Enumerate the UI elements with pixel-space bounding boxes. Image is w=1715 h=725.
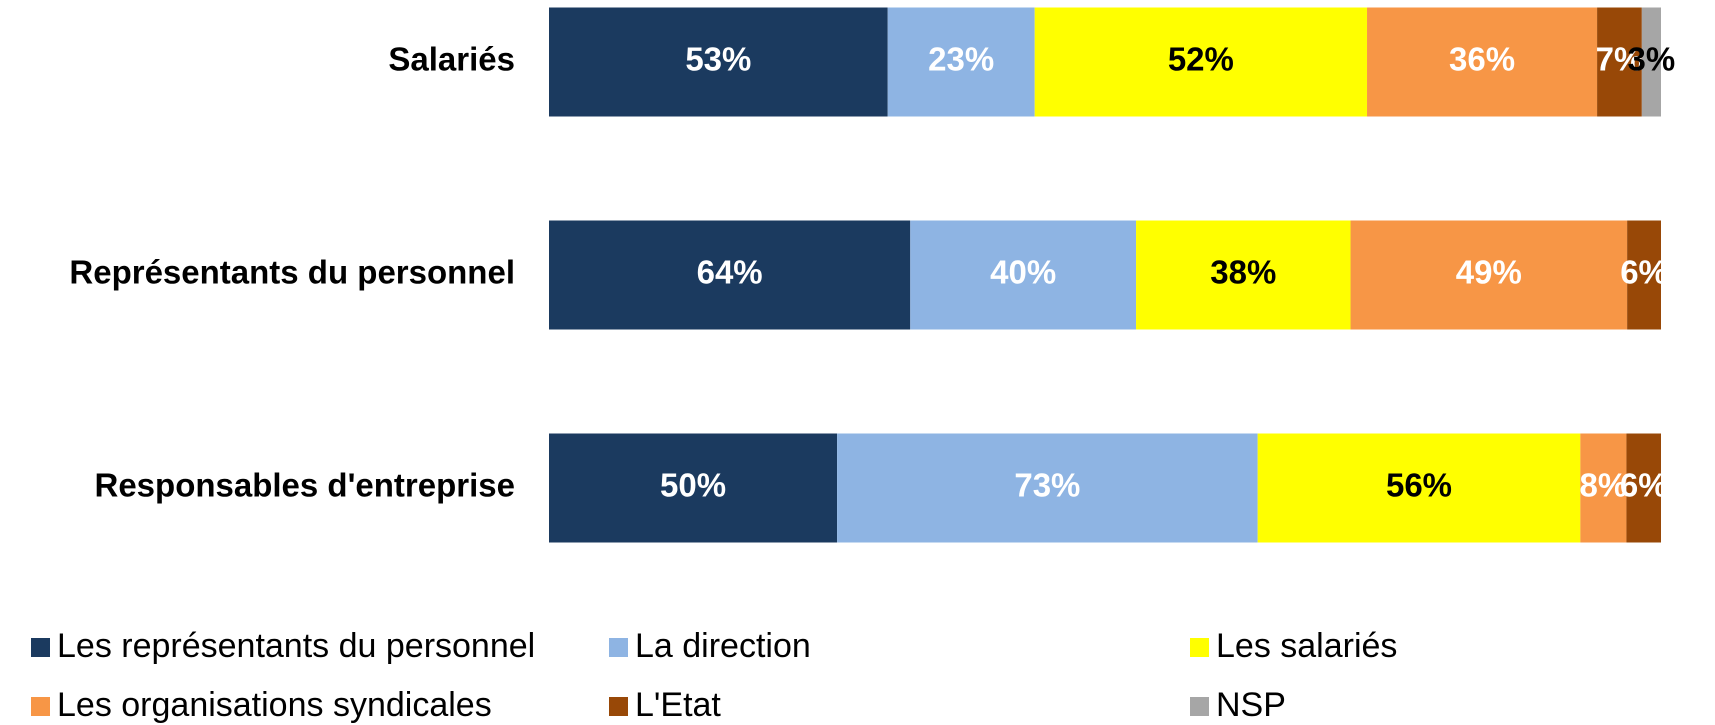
legend-label: Les salariés — [1216, 627, 1397, 665]
bar-segment — [1350, 220, 1628, 330]
legend-label: Les représentants du personnel — [57, 627, 535, 665]
bar-segment — [1257, 433, 1581, 543]
legend-swatch — [1190, 638, 1209, 657]
value-label: 50% — [660, 467, 726, 504]
legend-label: NSP — [1216, 686, 1286, 724]
legend-swatch — [609, 638, 628, 657]
value-label: 52% — [1168, 41, 1234, 78]
bar-segment — [1136, 220, 1351, 330]
value-label: 23% — [928, 41, 994, 78]
value-label: 3% — [1628, 41, 1676, 78]
value-label: 56% — [1386, 467, 1452, 504]
value-label: 6% — [1620, 467, 1668, 504]
value-label: 38% — [1210, 254, 1276, 291]
bar-segment — [1367, 7, 1598, 117]
bar-segment — [549, 220, 911, 330]
category-label: Salariés — [388, 41, 515, 78]
category-label: Responsables d'entreprise — [95, 467, 516, 504]
category-label: Représentants du personnel — [69, 254, 515, 291]
bar-segment — [549, 433, 838, 543]
legend-label: L'Etat — [635, 686, 721, 724]
bar-segment — [910, 220, 1137, 330]
bar-segment — [1626, 433, 1661, 543]
value-label: 73% — [1014, 467, 1080, 504]
value-label: 36% — [1449, 41, 1515, 78]
value-label: 53% — [685, 41, 751, 78]
value-label: 7% — [1596, 41, 1644, 78]
bar-segment — [1034, 7, 1368, 117]
value-label: 40% — [990, 254, 1056, 291]
bar-segment — [1580, 433, 1627, 543]
legend-swatch — [1190, 697, 1209, 716]
legend-swatch — [31, 638, 50, 657]
legend-swatch — [31, 697, 50, 716]
legend-swatch — [609, 697, 628, 716]
bar-segment — [549, 7, 888, 117]
value-label: 49% — [1456, 254, 1522, 291]
bar-segment — [1641, 7, 1661, 117]
value-label: 8% — [1580, 467, 1628, 504]
bar-segment — [1597, 7, 1642, 117]
bar-segment — [837, 433, 1258, 543]
legend-label: La direction — [635, 627, 811, 665]
bar-segment — [1627, 220, 1661, 330]
value-label: 64% — [697, 254, 763, 291]
bar-segment — [887, 7, 1035, 117]
value-label: 6% — [1620, 254, 1668, 291]
legend-label: Les organisations syndicales — [57, 686, 492, 724]
